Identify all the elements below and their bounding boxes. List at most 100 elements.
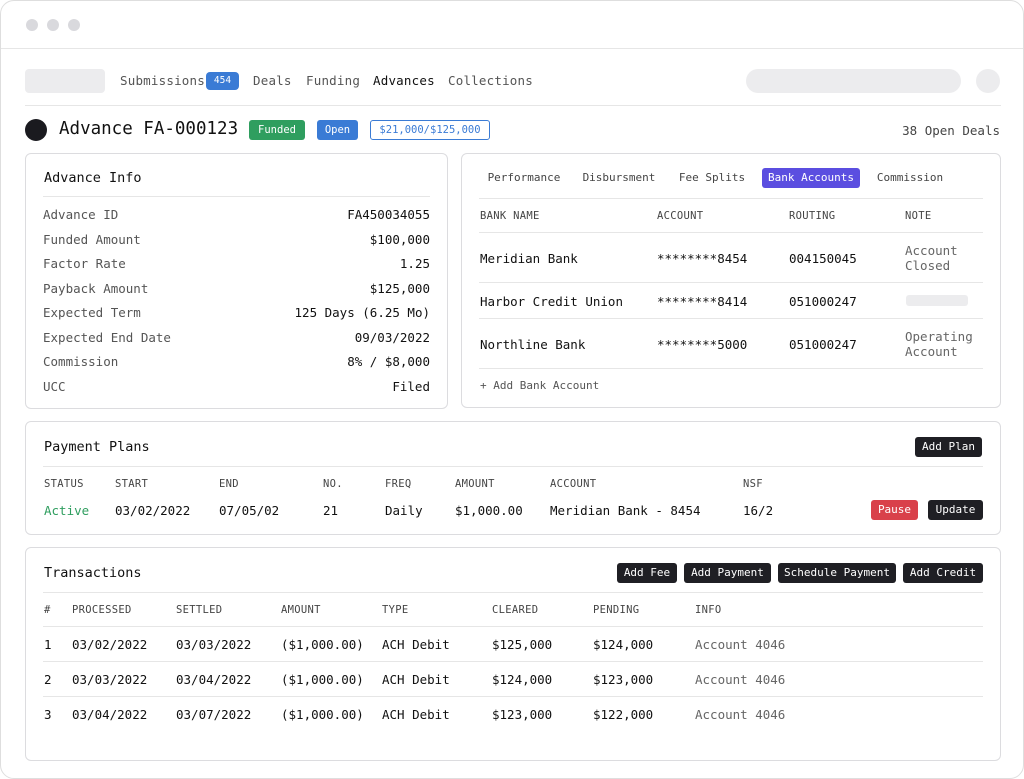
info-row: Advance ID FA450034055 [43, 207, 430, 227]
transactions-card: Transactions Add Fee Add Payment Schedul… [25, 547, 1001, 761]
nav-submissions[interactable]: Submissions [120, 73, 205, 88]
column-header: ROUTING [789, 210, 836, 222]
info-row: Payback Amount $125,000 [43, 281, 430, 301]
window-minimize-dot[interactable] [47, 19, 59, 31]
txn-amount: ($1,000.00) [281, 637, 364, 652]
divider [479, 368, 983, 369]
avatar[interactable] [976, 69, 1000, 93]
account-note: Account Closed [905, 243, 958, 273]
info-row: Funded Amount $100,000 [43, 232, 430, 252]
add-fee-button[interactable]: Add Fee [617, 563, 677, 583]
info-value: $100,000 [369, 232, 430, 247]
txn-cleared: $123,000 [492, 707, 553, 722]
transactions-title: Transactions [44, 565, 142, 581]
txn-type: ACH Debit [382, 707, 450, 722]
info-value: 8% / $8,000 [347, 354, 430, 369]
plan-start: 03/02/2022 [115, 503, 191, 518]
tab-bank-accounts[interactable]: Bank Accounts [762, 168, 860, 188]
column-header: NOTE [905, 210, 932, 222]
update-button[interactable]: Update [928, 500, 983, 520]
window-close-dot[interactable] [26, 19, 38, 31]
routing-number: 051000247 [789, 337, 857, 352]
divider [43, 592, 983, 593]
txn-type: ACH Debit [382, 672, 450, 687]
nav-advances[interactable]: Advances [373, 73, 435, 88]
funded-badge: Funded [249, 120, 305, 140]
column-header: NO. [323, 478, 343, 490]
column-header: PENDING [593, 604, 640, 616]
column-header: BANK NAME [480, 210, 540, 222]
tab-disbursment[interactable]: Disbursment [582, 171, 656, 184]
plan-nsf: 16/2 [743, 503, 774, 518]
account-note-placeholder [906, 295, 968, 306]
bank-name: Meridian Bank [480, 251, 578, 266]
column-header: # [44, 604, 51, 616]
txn-number: 1 [44, 637, 52, 652]
tab-fee-splits[interactable]: Fee Splits [678, 171, 746, 184]
info-label: Expected Term [43, 305, 141, 320]
txn-pending: $123,000 [593, 672, 654, 687]
nav-collections[interactable]: Collections [448, 73, 533, 88]
open-deals-count[interactable]: 38 Open Deals [902, 123, 1000, 138]
info-value: Filed [392, 379, 430, 394]
add-credit-button[interactable]: Add Credit [903, 563, 983, 583]
column-header: ACCOUNT [550, 478, 597, 490]
payment-plans-card: Payment Plans Add Plan STATUS START END … [25, 421, 1001, 535]
schedule-payment-button[interactable]: Schedule Payment [778, 563, 896, 583]
plan-number: 21 [323, 503, 339, 518]
column-header: CLEARED [492, 604, 539, 616]
nav-funding[interactable]: Funding [306, 73, 361, 88]
tab-commission[interactable]: Commission [876, 171, 944, 184]
advance-status-dot-icon [25, 119, 47, 141]
info-label: UCC [43, 379, 66, 394]
search-input[interactable] [746, 69, 961, 93]
divider [43, 661, 983, 662]
info-value: FA450034055 [347, 207, 430, 222]
divider [43, 466, 983, 467]
txn-info: Account 4046 [695, 707, 786, 722]
account-note: Operating Account [905, 329, 973, 359]
info-label: Advance ID [43, 207, 119, 222]
txn-cleared: $125,000 [492, 637, 553, 652]
txn-amount: ($1,000.00) [281, 672, 364, 687]
divider [479, 282, 983, 283]
plan-frequency: Daily [385, 503, 423, 518]
logo-placeholder[interactable] [25, 69, 105, 93]
txn-number: 3 [44, 707, 52, 722]
info-label: Commission [43, 354, 119, 369]
txn-processed: 03/03/2022 [72, 672, 148, 687]
tab-performance[interactable]: Performance [487, 171, 561, 184]
info-row: Expected End Date 09/03/2022 [43, 330, 430, 350]
info-label: Funded Amount [43, 232, 141, 247]
txn-pending: $124,000 [593, 637, 654, 652]
info-value: 09/03/2022 [354, 330, 430, 345]
add-plan-button[interactable]: Add Plan [915, 437, 982, 457]
plan-status: Active [44, 503, 90, 518]
add-payment-button[interactable]: Add Payment [684, 563, 771, 583]
info-row: Commission 8% / $8,000 [43, 354, 430, 374]
account-number: ********5000 [657, 337, 748, 352]
column-header: NSF [743, 478, 763, 490]
column-header: TYPE [382, 604, 409, 616]
pause-button[interactable]: Pause [871, 500, 918, 520]
txn-pending: $122,000 [593, 707, 654, 722]
column-header: INFO [695, 604, 722, 616]
advance-info-title: Advance Info [44, 170, 142, 186]
divider [479, 232, 983, 233]
add-bank-account-link[interactable]: + Add Bank Account [480, 379, 600, 392]
column-header: AMOUNT [455, 478, 495, 490]
info-label: Factor Rate [43, 256, 126, 271]
routing-number: 004150045 [789, 251, 857, 266]
window-maximize-dot[interactable] [68, 19, 80, 31]
info-value: 1.25 [399, 256, 430, 271]
column-header: AMOUNT [281, 604, 321, 616]
window-titlebar [1, 1, 1023, 49]
nav-divider [25, 105, 1001, 106]
txn-cleared: $124,000 [492, 672, 553, 687]
column-header: FREQ [385, 478, 412, 490]
column-header: SETTLED [176, 604, 223, 616]
info-row: UCC Filed [43, 379, 430, 399]
plan-account: Meridian Bank - 8454 [550, 503, 701, 518]
nav-deals[interactable]: Deals [253, 73, 292, 88]
txn-processed: 03/02/2022 [72, 637, 148, 652]
